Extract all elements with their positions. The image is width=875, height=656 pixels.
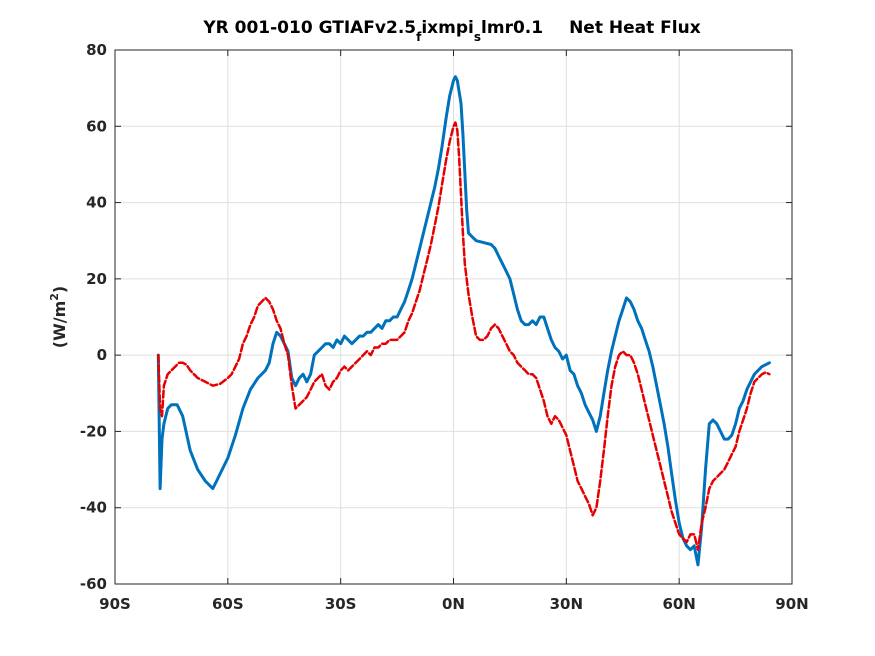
y-tick-label: -60 <box>80 575 107 593</box>
y-tick-label: -20 <box>80 422 107 440</box>
x-tick-label: 60N <box>662 595 695 613</box>
series-line-2 <box>157 121 771 551</box>
x-tick-label: 0N <box>442 595 465 613</box>
plot-frame <box>114 49 793 585</box>
y-tick-label: 20 <box>86 270 107 288</box>
y-axis-label: (W/m2) <box>48 286 69 348</box>
y-tick-label: 0 <box>97 346 107 364</box>
x-tick-label: 60S <box>212 595 244 613</box>
plot-area <box>114 49 793 585</box>
y-tick-label: 80 <box>86 41 107 59</box>
series-lines <box>156 75 771 567</box>
y-tick-label: 60 <box>86 117 107 135</box>
x-tick-label: 30N <box>550 595 583 613</box>
y-tick-labels: -60 -40 -20 0 20 40 60 80 <box>80 41 107 593</box>
y-tick-label: -40 <box>80 499 107 517</box>
y-tick-label: 40 <box>86 194 107 212</box>
x-tick-label: 90N <box>775 595 808 613</box>
x-tick-labels: 90S 60S 30S 0N 30N 60N 90N <box>99 595 809 613</box>
x-tick-label: 90S <box>99 595 131 613</box>
x-tick-label: 30S <box>325 595 357 613</box>
chart-title: YR 001-010 GTIAFv2.5fixmpislmr0.1 Net Hea… <box>202 18 700 44</box>
